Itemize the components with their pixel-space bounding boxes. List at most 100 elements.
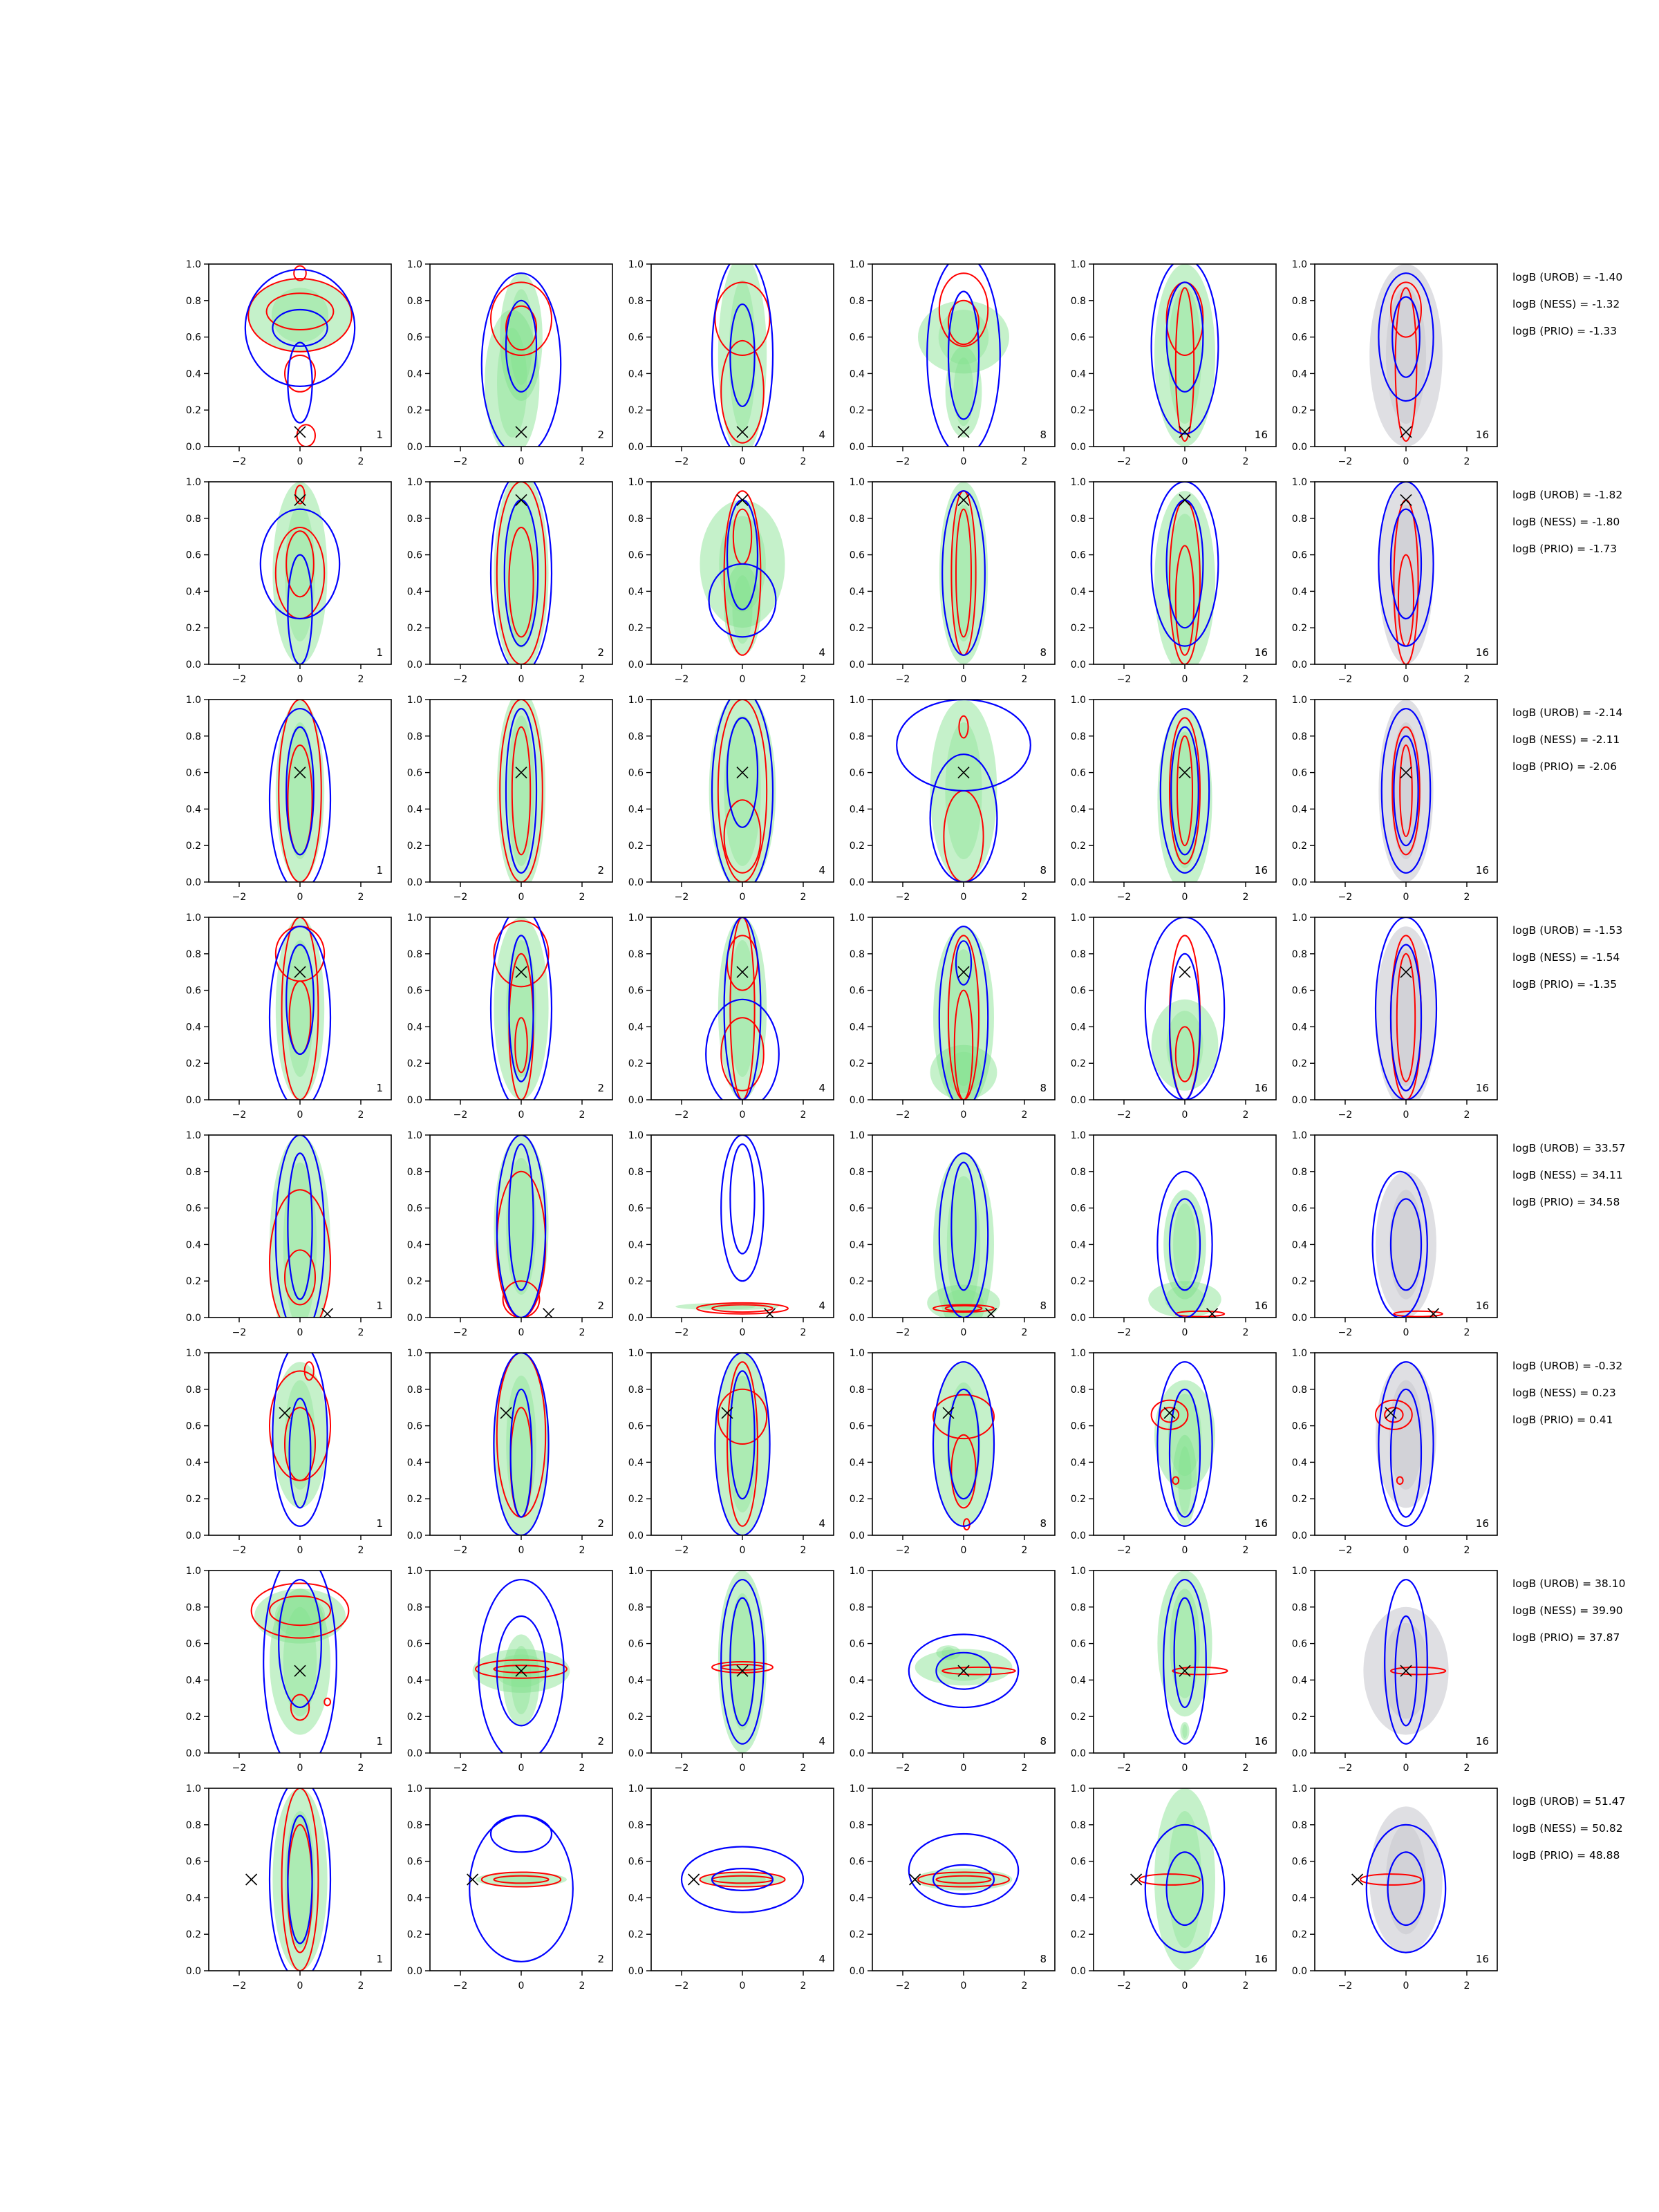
logb-annotations: logB (UROB) = -1.40 logB (NESS) = -1.32 lo…: [1512, 271, 1625, 1862]
y-tick-label: 0.2: [407, 1712, 422, 1723]
y-tick-label: 0.6: [1292, 1203, 1307, 1215]
y-tick-label: 1.0: [628, 1348, 644, 1359]
x-tick-label: 0: [740, 1327, 746, 1338]
x-tick-label: 0: [961, 1763, 967, 1774]
y-tick-label: 0.0: [1292, 442, 1307, 453]
x-tick-label: −2: [1117, 1545, 1132, 1556]
x-tick-label: −2: [1338, 892, 1353, 903]
y-tick-label: 0.6: [628, 1421, 644, 1432]
y-tick-label: 0.8: [407, 296, 422, 307]
red-contour: [955, 508, 972, 638]
y-tick-label: 0.8: [628, 1385, 644, 1396]
y-tick-label: 0.6: [1071, 1857, 1086, 1868]
logb-label: logB (UROB) = -0.32: [1512, 1360, 1622, 1372]
y-tick-label: 0.2: [1292, 1712, 1307, 1723]
y-tick-label: 0.6: [1071, 1421, 1086, 1432]
blue-contour: [955, 940, 973, 986]
y-tick-label: 0.4: [186, 1022, 201, 1033]
y-tick-label: 0.0: [628, 1966, 644, 1977]
y-tick-label: 1.0: [1071, 259, 1086, 270]
red-contour: [475, 1659, 568, 1679]
logb-label: logB (NESS) = 39.90: [1512, 1604, 1623, 1617]
x-tick-label: 2: [358, 456, 364, 467]
density-fill: [1163, 1190, 1206, 1300]
plot-area: [918, 264, 1009, 447]
y-tick-label: 0.2: [186, 1494, 201, 1505]
y-tick-label: 0.6: [1071, 1639, 1086, 1650]
x-tick-label: 0: [297, 674, 303, 685]
plot-area: [489, 917, 553, 1100]
panel-r2-c3: −2 0 2 0.0 0.2 0.4 0.6 0.8 1.0 4: [628, 477, 834, 685]
x-tick-label: 2: [579, 1545, 585, 1556]
density-fill: [254, 1588, 346, 1644]
logb-label: logB (PRIO) = 34.58: [1512, 1196, 1620, 1208]
red-contour: [696, 1302, 789, 1315]
y-tick-label: 0.0: [628, 442, 644, 453]
y-tick-label: 0.6: [850, 986, 865, 997]
true-value-marker: [1400, 494, 1412, 506]
y-tick-label: 0.2: [850, 1058, 865, 1069]
y-tick-label: 0.6: [1071, 550, 1086, 561]
blue-contour: [1391, 296, 1421, 378]
y-tick-label: 0.2: [628, 1712, 644, 1723]
panel-count-label: 2: [597, 1735, 604, 1747]
red-contour: [941, 1666, 1016, 1676]
x-tick-label: 2: [800, 1545, 807, 1556]
panel-count-label: 8: [1040, 646, 1047, 659]
x-tick-label: −2: [896, 1763, 910, 1774]
density-fill-core: [946, 949, 981, 1087]
red-contour: [723, 490, 762, 656]
blue-contour: [263, 1571, 337, 1753]
y-tick-label: 0.2: [1292, 841, 1307, 852]
density-fill: [494, 1135, 549, 1318]
red-contour: [1396, 953, 1416, 1082]
y-tick-label: 0.4: [1292, 1675, 1307, 1686]
y-tick-label: 0.0: [1292, 1748, 1307, 1759]
red-contour: [950, 1434, 977, 1509]
y-tick-label: 1.0: [1292, 1348, 1307, 1359]
x-tick-label: 2: [358, 1327, 364, 1338]
blue-contour: [729, 303, 756, 408]
density-fill: [939, 482, 988, 664]
x-tick-label: −2: [675, 1327, 689, 1338]
density-fill: [1376, 1171, 1436, 1318]
y-tick-label: 1.0: [628, 1130, 644, 1141]
panel-r5-c5: −2 0 2 0.0 0.2 0.4 0.6 0.8 1.0 16: [1071, 1130, 1277, 1338]
x-tick-label: −2: [1338, 1980, 1353, 1991]
plot-area: [927, 1152, 1000, 1318]
x-tick-label: −2: [675, 892, 689, 903]
blue-contour: [268, 708, 332, 882]
y-tick-label: 0.2: [186, 1929, 201, 1940]
panel-r5-c2: −2 0 2 0.0 0.2 0.4 0.6 0.8 1.0 2: [407, 1130, 613, 1338]
x-tick-label: 2: [1464, 456, 1470, 467]
y-tick-label: 0.0: [407, 442, 422, 453]
x-tick-label: −2: [1117, 1763, 1132, 1774]
y-tick-label: 0.4: [186, 804, 201, 815]
y-tick-label: 0.2: [1292, 405, 1307, 416]
y-tick-label: 0.2: [1071, 1058, 1086, 1069]
y-tick-label: 1.0: [1292, 912, 1307, 924]
x-tick-label: 2: [1464, 1327, 1470, 1338]
y-tick-label: 1.0: [407, 695, 422, 706]
true-value-marker: [294, 966, 306, 978]
density-fill: [933, 1153, 994, 1318]
true-value-marker: [942, 1407, 955, 1419]
y-tick-label: 0.8: [628, 1167, 644, 1178]
y-tick-label: 1.0: [1292, 259, 1307, 270]
y-tick-label: 0.0: [1071, 1313, 1086, 1324]
true-value-marker: [1163, 1407, 1176, 1419]
x-tick-label: 2: [800, 1109, 807, 1121]
true-value-marker: [957, 494, 970, 506]
blue-contour: [720, 1579, 765, 1745]
red-contour: [294, 485, 306, 505]
x-tick-label: −2: [1117, 456, 1132, 467]
x-tick-label: 2: [1243, 1763, 1249, 1774]
blue-contour: [287, 1152, 313, 1300]
x-tick-label: 0: [518, 456, 525, 467]
blue-contour: [288, 1397, 312, 1509]
x-tick-label: −2: [896, 1109, 910, 1121]
y-tick-label: 0.4: [186, 1675, 201, 1686]
x-tick-label: 0: [1403, 1109, 1409, 1121]
density-fill-core: [285, 505, 315, 641]
x-tick-label: −2: [453, 1109, 468, 1121]
